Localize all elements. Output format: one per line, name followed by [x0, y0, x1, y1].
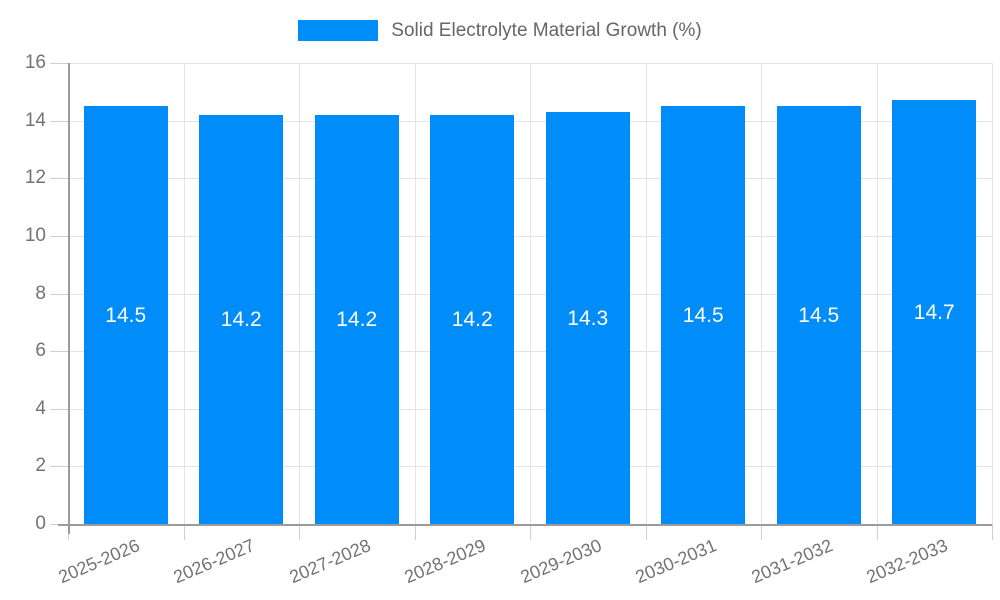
bar: [545, 111, 630, 524]
legend-swatch: [298, 20, 379, 41]
x-axis-tick: [761, 524, 762, 540]
y-axis-tick: [50, 120, 68, 122]
y-axis-tick: [50, 63, 68, 64]
bar-value-label: 14.3: [567, 306, 609, 330]
y-axis-tick-label: 4: [35, 397, 46, 419]
x-axis-category-label: 2027-2028: [286, 535, 374, 588]
y-axis-tick: [50, 466, 68, 468]
bar: [430, 114, 515, 524]
vertical-gridline: [992, 63, 993, 524]
x-axis-tick: [992, 524, 993, 540]
x-axis-tick: [414, 524, 416, 540]
horizontal-gridline: [68, 120, 992, 122]
x-axis-tick: [299, 524, 300, 540]
y-axis-tick: [50, 235, 68, 237]
horizontal-gridline: [68, 351, 992, 353]
legend-item[interactable]: Solid Electrolyte Material Growth (%): [298, 20, 702, 41]
bar-value-label: 14.2: [336, 308, 378, 332]
bar-value-label: 14.5: [105, 304, 147, 328]
y-axis-tick-label: 16: [24, 52, 46, 73]
bar-value-label: 14.7: [913, 301, 955, 325]
bar: [661, 106, 746, 524]
y-axis-tick-label: 8: [35, 282, 46, 304]
x-axis-category-label: 2030-2031: [632, 535, 720, 588]
x-axis-tick: [876, 524, 878, 540]
bar-value-label: 14.5: [798, 304, 840, 328]
legend-label: Solid Electrolyte Material Growth (%): [391, 20, 702, 41]
x-axis-tick: [645, 524, 647, 540]
y-axis-tick-label: 12: [24, 167, 46, 189]
horizontal-gridline: [68, 235, 992, 237]
x-axis-category-label: 2029-2030: [517, 535, 605, 588]
x-axis-category-label: 2028-2029: [401, 535, 489, 588]
y-axis-line: [68, 63, 70, 534]
y-axis-tick-label: 14: [24, 109, 46, 131]
x-axis-tick: [530, 524, 531, 540]
bar: [314, 114, 399, 524]
y-axis-tick: [50, 293, 68, 295]
x-axis-category-label: 2031-2032: [748, 535, 836, 588]
horizontal-gridline: [68, 466, 992, 468]
horizontal-gridline: [68, 178, 992, 180]
bar-value-label: 14.2: [220, 308, 262, 332]
y-axis-tick-label: 0: [35, 513, 46, 534]
y-axis-tick-label: 2: [35, 455, 46, 477]
chart-legend: Solid Electrolyte Material Growth (%): [0, 20, 1000, 41]
y-axis-tick: [50, 178, 68, 180]
x-axis-category-label: 2032-2033: [863, 535, 951, 588]
bar: [776, 106, 861, 524]
y-axis-tick: [50, 351, 68, 353]
bar: [199, 114, 284, 524]
y-axis-tick: [50, 408, 68, 410]
horizontal-gridline: [68, 408, 992, 410]
x-axis-tick: [183, 524, 185, 540]
y-axis-tick-label: 6: [35, 340, 46, 362]
horizontal-gridline: [68, 293, 992, 295]
bar-value-label: 14.2: [451, 308, 493, 332]
bar: [83, 106, 168, 524]
x-axis-line: [58, 524, 992, 526]
x-axis-category-label: 2026-2027: [170, 535, 258, 588]
bar-value-label: 14.5: [682, 304, 724, 328]
x-axis-category-label: 2025-2026: [55, 535, 143, 588]
bar: [892, 100, 977, 524]
y-axis-tick-label: 10: [24, 224, 46, 246]
horizontal-gridline: [68, 63, 992, 64]
